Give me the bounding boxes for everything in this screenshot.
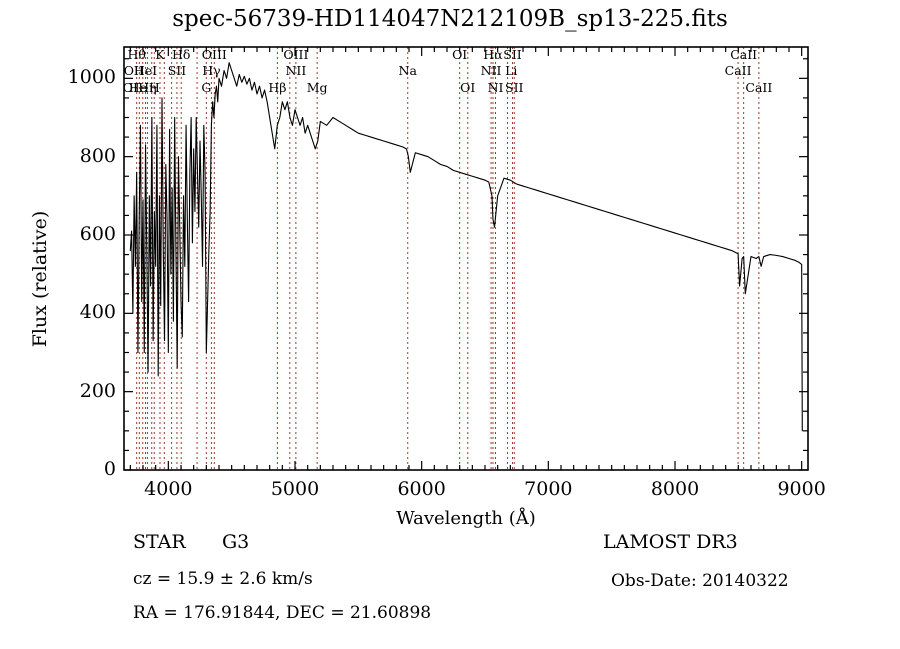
survey-name: LAMOST DR3 bbox=[603, 531, 738, 553]
y-tick-label: 400 bbox=[79, 301, 116, 324]
spectral-line-label: H bbox=[148, 80, 160, 95]
spectral-line-label: Hη bbox=[138, 80, 157, 95]
x-tick-label: 9000 bbox=[777, 478, 826, 500]
x-tick-label: 4000 bbox=[144, 478, 193, 500]
marker-line-group bbox=[136, 47, 760, 470]
y-tick-label: 0 bbox=[103, 458, 116, 480]
spectral-line-label: Hθ bbox=[127, 47, 146, 62]
spectrum-curve bbox=[129, 62, 803, 432]
spectral-line-label: OI bbox=[122, 80, 138, 95]
spectral-line-label: Hδ bbox=[172, 47, 191, 62]
page-title: spec-56739-HD114047N212109B_sp13-225.fit… bbox=[172, 6, 728, 32]
x-tick-label: 7000 bbox=[524, 478, 573, 500]
x-axis-label: Wavelength (Å) bbox=[396, 508, 536, 529]
x-tick-label: 8000 bbox=[650, 478, 700, 500]
axis-frame bbox=[123, 46, 809, 471]
observation-date: Obs-Date: 20140322 bbox=[611, 571, 789, 591]
spectral-line-label: NII bbox=[480, 63, 502, 78]
spectral-line-label: Hα bbox=[483, 47, 503, 62]
spectral-class: G3 bbox=[222, 531, 250, 553]
spectral-line-label: SII bbox=[505, 80, 524, 95]
object-type: STAR bbox=[133, 531, 186, 553]
y-tick-label: 600 bbox=[79, 223, 116, 245]
x-tick-label: 6000 bbox=[397, 478, 446, 500]
y-tick-label: 800 bbox=[79, 144, 116, 167]
spectral-line-label: OII bbox=[123, 63, 144, 78]
spectral-line-label: NII bbox=[285, 63, 307, 78]
spectral-line-label: CaII bbox=[745, 80, 773, 95]
redshift-velocity: cz = 15.9 ± 2.6 km/s bbox=[133, 569, 313, 589]
spectral-line-label: Hβ bbox=[268, 80, 287, 95]
spectral-line-label: CaII bbox=[724, 63, 752, 78]
y-tick-label: 1000 bbox=[67, 66, 116, 89]
spectral-line-label: NI bbox=[487, 80, 504, 95]
x-tick-label: 5000 bbox=[270, 478, 320, 500]
coordinates: RA = 176.91844, DEC = 21.60898 bbox=[133, 603, 432, 623]
spectral-line-label: OIII bbox=[201, 47, 227, 62]
y-tick-label: 200 bbox=[79, 379, 116, 402]
spectral-line-label: K bbox=[155, 47, 165, 62]
spectral-line-label: CaII bbox=[730, 47, 758, 62]
spectral-line-label: OI bbox=[452, 47, 468, 62]
spectral-line-label: Mg bbox=[306, 80, 328, 95]
spectral-line-label: OI bbox=[460, 80, 476, 95]
spectral-line-label: He bbox=[128, 80, 148, 95]
spectral-line-label: HeI bbox=[133, 63, 158, 78]
spectral-line-label: G bbox=[201, 80, 212, 95]
spectral-line-label: Li bbox=[505, 63, 518, 78]
spectral-line-label: Na bbox=[398, 63, 417, 78]
spectral-line-label: SII bbox=[167, 63, 187, 78]
spectral-line-label: Hγ bbox=[202, 63, 221, 78]
spectral-line-label: OIII bbox=[283, 47, 309, 62]
spectral-line-label: SII bbox=[503, 47, 522, 62]
